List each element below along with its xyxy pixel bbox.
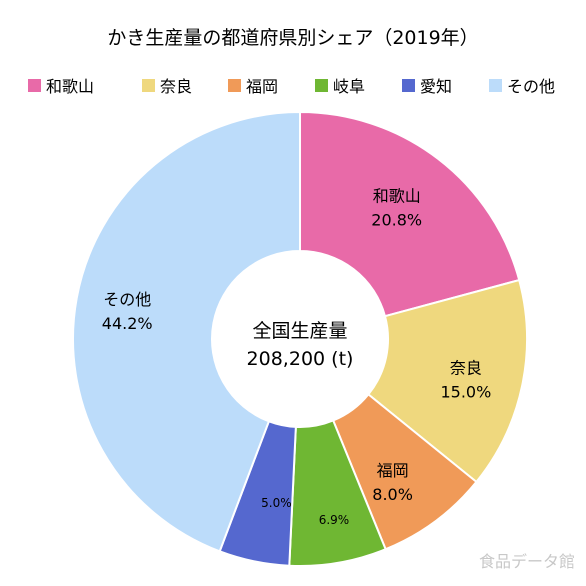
slice-value-label: 6.9% — [319, 513, 350, 527]
center-label: 全国生産量 — [252, 320, 347, 342]
chart-title: かき生産量の都道府県別シェア（2019年） — [107, 27, 478, 49]
slice-value-label: 20.8% — [371, 211, 422, 230]
slice-value-label: 8.0% — [372, 485, 413, 504]
legend-label: 奈良 — [160, 77, 192, 96]
legend-label: 岐阜 — [333, 77, 365, 96]
slice-name-label: その他 — [103, 290, 151, 309]
slice-name-label: 和歌山 — [373, 187, 421, 206]
legend-label: 和歌山 — [46, 77, 94, 96]
watermark: 食品データ館 — [479, 552, 575, 571]
slice-value-label: 5.0% — [261, 496, 292, 510]
donut-slice — [366, 278, 528, 484]
slice-name-label: 奈良 — [450, 358, 482, 377]
legend-label: 愛知 — [420, 77, 452, 96]
donut-slices — [72, 110, 528, 567]
legend-swatch — [402, 79, 415, 92]
slice-value-label: 15.0% — [440, 382, 491, 401]
donut-slice — [299, 110, 521, 318]
legend-swatch — [28, 79, 41, 92]
slice-name-label: 福岡 — [377, 461, 409, 480]
legend: 和歌山 奈良 福岡 岐阜 愛知 その他 — [28, 77, 555, 96]
slice-value-label: 44.2% — [102, 314, 153, 333]
legend-swatch — [142, 79, 155, 92]
donut-slice — [72, 110, 301, 553]
legend-swatch — [228, 79, 241, 92]
legend-swatch — [489, 79, 502, 92]
center-value: 208,200 (t) — [247, 348, 354, 370]
legend-swatch — [315, 79, 328, 92]
slice-labels: 和歌山 20.8% 奈良 15.0% 福岡 8.0% 6.9% 5.0% その他 44.2% — [102, 187, 492, 527]
legend-label: その他 — [507, 77, 555, 96]
legend-label: 福岡 — [246, 77, 278, 96]
